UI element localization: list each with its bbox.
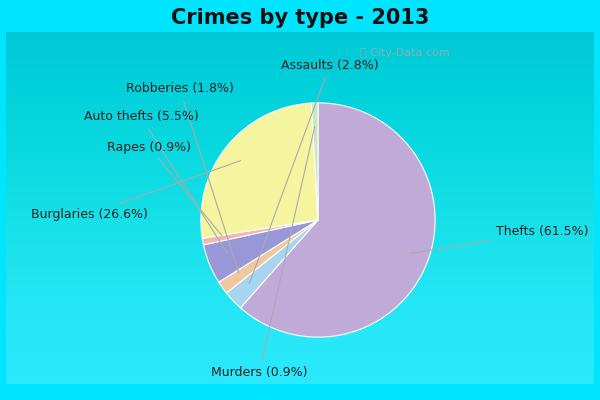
Text: Auto thefts (5.5%): Auto thefts (5.5%) xyxy=(84,110,227,254)
Wedge shape xyxy=(201,103,318,238)
Wedge shape xyxy=(226,220,318,308)
Text: Thefts (61.5%): Thefts (61.5%) xyxy=(410,225,589,254)
Text: ⓘ City-Data.com: ⓘ City-Data.com xyxy=(360,48,450,58)
Text: Robberies (1.8%): Robberies (1.8%) xyxy=(126,82,239,273)
Text: Burglaries (26.6%): Burglaries (26.6%) xyxy=(31,161,241,221)
Wedge shape xyxy=(311,103,318,220)
Wedge shape xyxy=(219,220,318,293)
Text: Assaults (2.8%): Assaults (2.8%) xyxy=(250,59,379,284)
Title: Crimes by type - 2013: Crimes by type - 2013 xyxy=(171,8,429,28)
Wedge shape xyxy=(241,103,435,337)
Wedge shape xyxy=(203,220,318,282)
Wedge shape xyxy=(202,220,318,245)
Text: Murders (0.9%): Murders (0.9%) xyxy=(211,127,314,379)
Text: Rapes (0.9%): Rapes (0.9%) xyxy=(107,141,222,236)
